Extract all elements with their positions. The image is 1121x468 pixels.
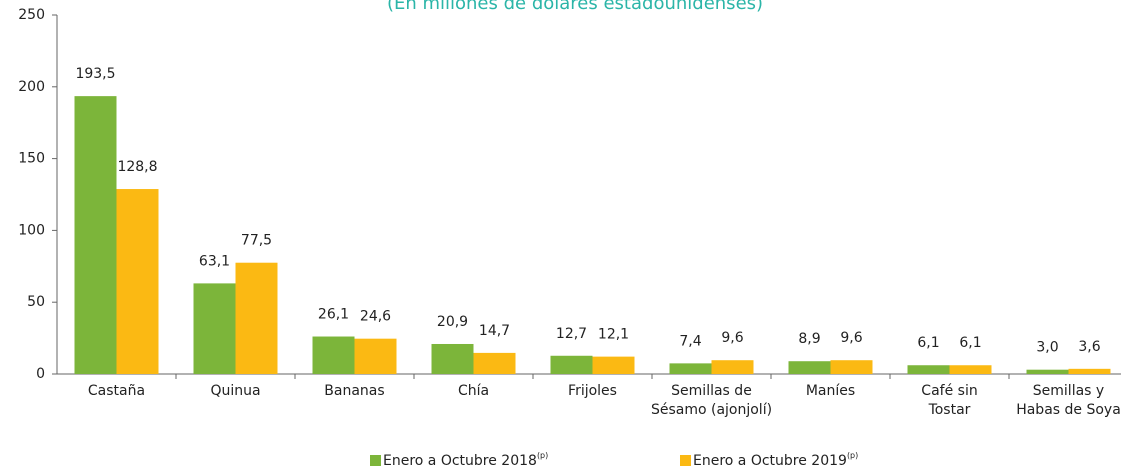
x-tick-line: Semillas y (1033, 383, 1104, 399)
value-label: 9,6 (721, 330, 743, 346)
bar (711, 360, 754, 374)
value-label: 24,6 (360, 309, 391, 325)
value-label: 77,5 (241, 233, 272, 249)
x-tick-line: Bananas (324, 383, 384, 399)
value-label: 20,9 (437, 314, 468, 330)
value-label: 8,9 (798, 331, 820, 347)
legend-name: Enero a Octubre 2019 (693, 453, 847, 468)
x-tick-label: Castaña (88, 383, 145, 399)
legend-name: Enero a Octubre 2018 (383, 453, 537, 468)
bar (1068, 368, 1111, 374)
bar (669, 363, 712, 374)
y-tick-label: 50 (27, 294, 45, 310)
value-label: 193,5 (75, 66, 115, 82)
bar (788, 361, 831, 374)
x-tick-line: Castaña (88, 383, 145, 399)
legend-swatch (370, 455, 381, 466)
bar (235, 262, 278, 374)
x-tick-label: Chía (458, 383, 489, 399)
bar (312, 336, 355, 374)
x-tick-line: Café sin (921, 383, 977, 399)
value-label: 14,7 (479, 323, 510, 339)
x-tick-line: Chía (458, 383, 489, 399)
bar (431, 343, 474, 374)
value-label: 26,1 (318, 307, 349, 323)
x-tick-line: Tostar (928, 402, 971, 418)
value-label: 12,7 (556, 326, 587, 342)
x-tick-line: Quinua (210, 383, 260, 399)
y-tick-label: 150 (18, 151, 45, 167)
value-label: 128,8 (117, 159, 157, 175)
value-label: 9,6 (840, 330, 862, 346)
x-tick-label: Frijoles (568, 383, 617, 399)
bar (116, 189, 159, 374)
x-tick-label: Quinua (210, 383, 260, 399)
x-tick-line: Semillas de (671, 383, 752, 399)
y-tick-label: 250 (18, 7, 45, 23)
legend-label: Enero a Octubre 2018(p) (383, 451, 548, 468)
bar (1026, 369, 1069, 374)
legend-swatch (680, 455, 691, 466)
value-label: 6,1 (917, 335, 939, 351)
bar (473, 352, 516, 374)
value-label: 3,6 (1078, 339, 1100, 355)
x-tick-line: Habas de Soya (1016, 402, 1121, 418)
x-tick-label: Semillas de Sésamo (ajonjolí) (651, 383, 772, 418)
bar (193, 283, 236, 374)
bar (592, 356, 635, 374)
x-tick-line: Maníes (806, 383, 855, 399)
bar (550, 355, 593, 374)
chart-title: (En millones de dólares estadounidenses) (387, 0, 763, 14)
value-label: 63,1 (199, 253, 230, 269)
bar (949, 365, 992, 374)
y-tick-label: 200 (18, 79, 45, 95)
x-tick-line: Frijoles (568, 383, 617, 399)
bar (830, 360, 873, 374)
value-label: 12,1 (598, 327, 629, 343)
value-label: 3,0 (1036, 340, 1058, 356)
legend-label: Enero a Octubre 2019(p) (693, 451, 858, 468)
y-tick-label: 100 (18, 222, 45, 238)
x-tick-label: Maníes (806, 383, 855, 399)
bar (354, 338, 397, 374)
y-tick-label: 0 (36, 366, 45, 382)
bar (907, 365, 950, 374)
value-label: 6,1 (959, 335, 981, 351)
value-label: 7,4 (679, 333, 701, 349)
x-tick-label: Café sin Tostar (921, 383, 977, 418)
legend-superscript: (p) (537, 451, 548, 460)
legend-superscript: (p) (847, 451, 858, 460)
x-tick-label: Bananas (324, 383, 384, 399)
x-tick-line: Sésamo (ajonjolí) (651, 402, 772, 418)
x-tick-label: Semillas y Habas de Soya (1016, 383, 1121, 418)
bar (74, 96, 117, 374)
